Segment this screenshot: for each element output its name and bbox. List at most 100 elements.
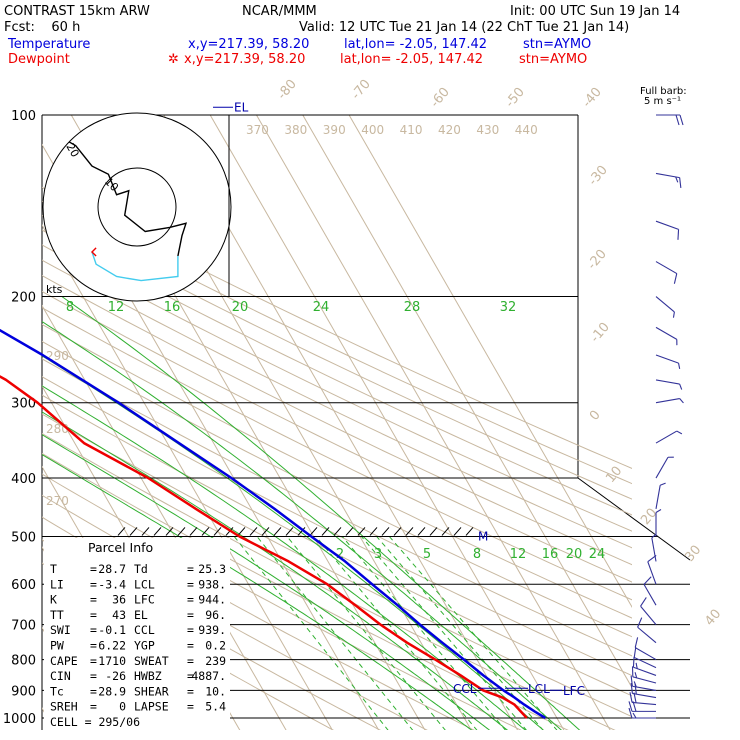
isotherm-label: -70 [349, 77, 374, 103]
dry-adiabat-line [42, 394, 632, 697]
parcel-key: LAPSE [134, 700, 169, 714]
wind-barb [655, 354, 681, 369]
wind-barb [634, 637, 657, 661]
parcel-eq: = [187, 684, 194, 698]
parcel-eq: = [90, 593, 97, 607]
mixing-ratio-line [376, 536, 544, 730]
wind-barb [655, 509, 662, 537]
mixing-ratio-label: 16 [542, 547, 559, 562]
hatch-mark [237, 527, 246, 536]
wind-barb [655, 296, 675, 318]
hatch-mark [405, 527, 414, 536]
dry-adiabat-line [42, 323, 632, 619]
wind-barb-shaft [655, 430, 678, 444]
hatch-mark [369, 527, 378, 536]
parcel-eq: = [90, 684, 97, 698]
parcel-value: -0.1 [98, 623, 126, 637]
parcel-info-background [44, 538, 230, 730]
pressure-tick-label: 600 [11, 578, 36, 593]
dewpoint-star-icon: ✲ [168, 52, 179, 67]
parcel-value: 28.9 [98, 684, 126, 698]
parcel-eq: = [187, 669, 194, 683]
dry-adiabat-line [42, 307, 632, 601]
isotherm-line [209, 115, 565, 730]
theta-label: 400 [361, 123, 384, 137]
wind-barb-flag [633, 647, 637, 658]
forecast-hour: Fcst: 60 h [4, 20, 80, 35]
wind-barb [656, 114, 684, 126]
isotherm-label: -30 [586, 163, 611, 189]
parcel-eq: = [90, 669, 97, 683]
parcel-cell: CELL = 295/06 [50, 715, 140, 729]
wind-barb [640, 597, 657, 625]
hodograph-lower-trace [91, 251, 179, 282]
parcel-key: EL [134, 608, 148, 622]
hatch-mark [345, 527, 354, 536]
parcel-key: TT [50, 608, 64, 622]
parcel-key: K [50, 593, 57, 607]
parcel-eq: = [187, 623, 194, 637]
parcel-key: T [50, 562, 57, 576]
parcel-key: SREH [50, 700, 78, 714]
hatch-mark [393, 527, 402, 536]
hatch-mark [165, 527, 174, 536]
wind-barb [655, 261, 678, 284]
isotherm-label: 10 [603, 464, 625, 486]
parcel-eq: = [187, 593, 194, 607]
parcel-eq: = [187, 608, 194, 622]
wind-barb-shaft [655, 326, 678, 340]
wind-barb-shaft [655, 456, 669, 479]
dry-adiabat-line [42, 376, 632, 677]
theta-label: 420 [438, 123, 461, 137]
parcel-key: LCL [134, 577, 155, 591]
product-title: CONTRAST 15km ARW [4, 4, 150, 19]
isotherm-line [42, 224, 333, 730]
parcel-key: LI [50, 577, 64, 591]
theta-label: 440 [515, 123, 538, 137]
theta-label: 390 [323, 123, 346, 137]
hatch-mark [213, 527, 222, 536]
temperature-line [0, 328, 546, 720]
ccl-label: CCL [453, 682, 477, 696]
parcel-key: YGP [134, 639, 155, 653]
hatch-mark [297, 527, 306, 536]
wind-barb-shaft [655, 296, 675, 313]
isotherm-label: -50 [503, 85, 528, 111]
parcel-value: 938. [198, 577, 226, 591]
hodograph-red-trace [91, 247, 97, 257]
theta-label: 370 [246, 123, 269, 137]
wind-barb-shaft [651, 537, 657, 562]
parcel-value: 96. [205, 608, 226, 622]
parcel-info-row: SREH = 0 LAPSE = 5.4 [50, 700, 226, 714]
isotherm-label: -60 [428, 85, 453, 111]
mixing-ratio-line [286, 536, 446, 730]
wind-barb-shaft [637, 626, 657, 644]
theta-label: 380 [284, 123, 307, 137]
dewpoint-latlon: lat,lon= -2.05, 147.42 [340, 52, 483, 67]
pressure-tick-label: 300 [11, 397, 36, 412]
hatch-mark [141, 527, 150, 536]
temperature-latlon: lat,lon= -2.05, 147.42 [344, 37, 487, 52]
wind-barb-flag [634, 637, 639, 648]
wind-barb-flag [679, 114, 684, 126]
isotherm-line [0, 57, 9, 731]
wind-barb-shaft [633, 666, 657, 676]
el-label: EL [234, 100, 249, 114]
temperature-station: stn=AYMO [523, 37, 591, 52]
dry-adiabat-line [42, 432, 616, 730]
pressure-tick-label: 200 [11, 291, 36, 306]
temperature-legend-label: Temperature [7, 37, 90, 52]
wind-barb-shaft [655, 397, 680, 404]
mixing-ratio-label: 24 [589, 547, 606, 562]
mixing-ratio-line [341, 536, 506, 730]
parcel-value: 43 [112, 608, 126, 622]
wind-barb-flag [632, 656, 635, 668]
wind-barb [632, 656, 657, 676]
wind-barb-flag [643, 576, 652, 585]
dewpoint-xy: x,y=217.39, 58.20 [184, 52, 305, 67]
lfc-label: LFC [563, 684, 585, 698]
parcel-info-row: T = 28.7 Td = 25.3 [50, 562, 226, 576]
parcel-eq: = [90, 700, 97, 714]
wind-barb-flag [628, 701, 633, 712]
